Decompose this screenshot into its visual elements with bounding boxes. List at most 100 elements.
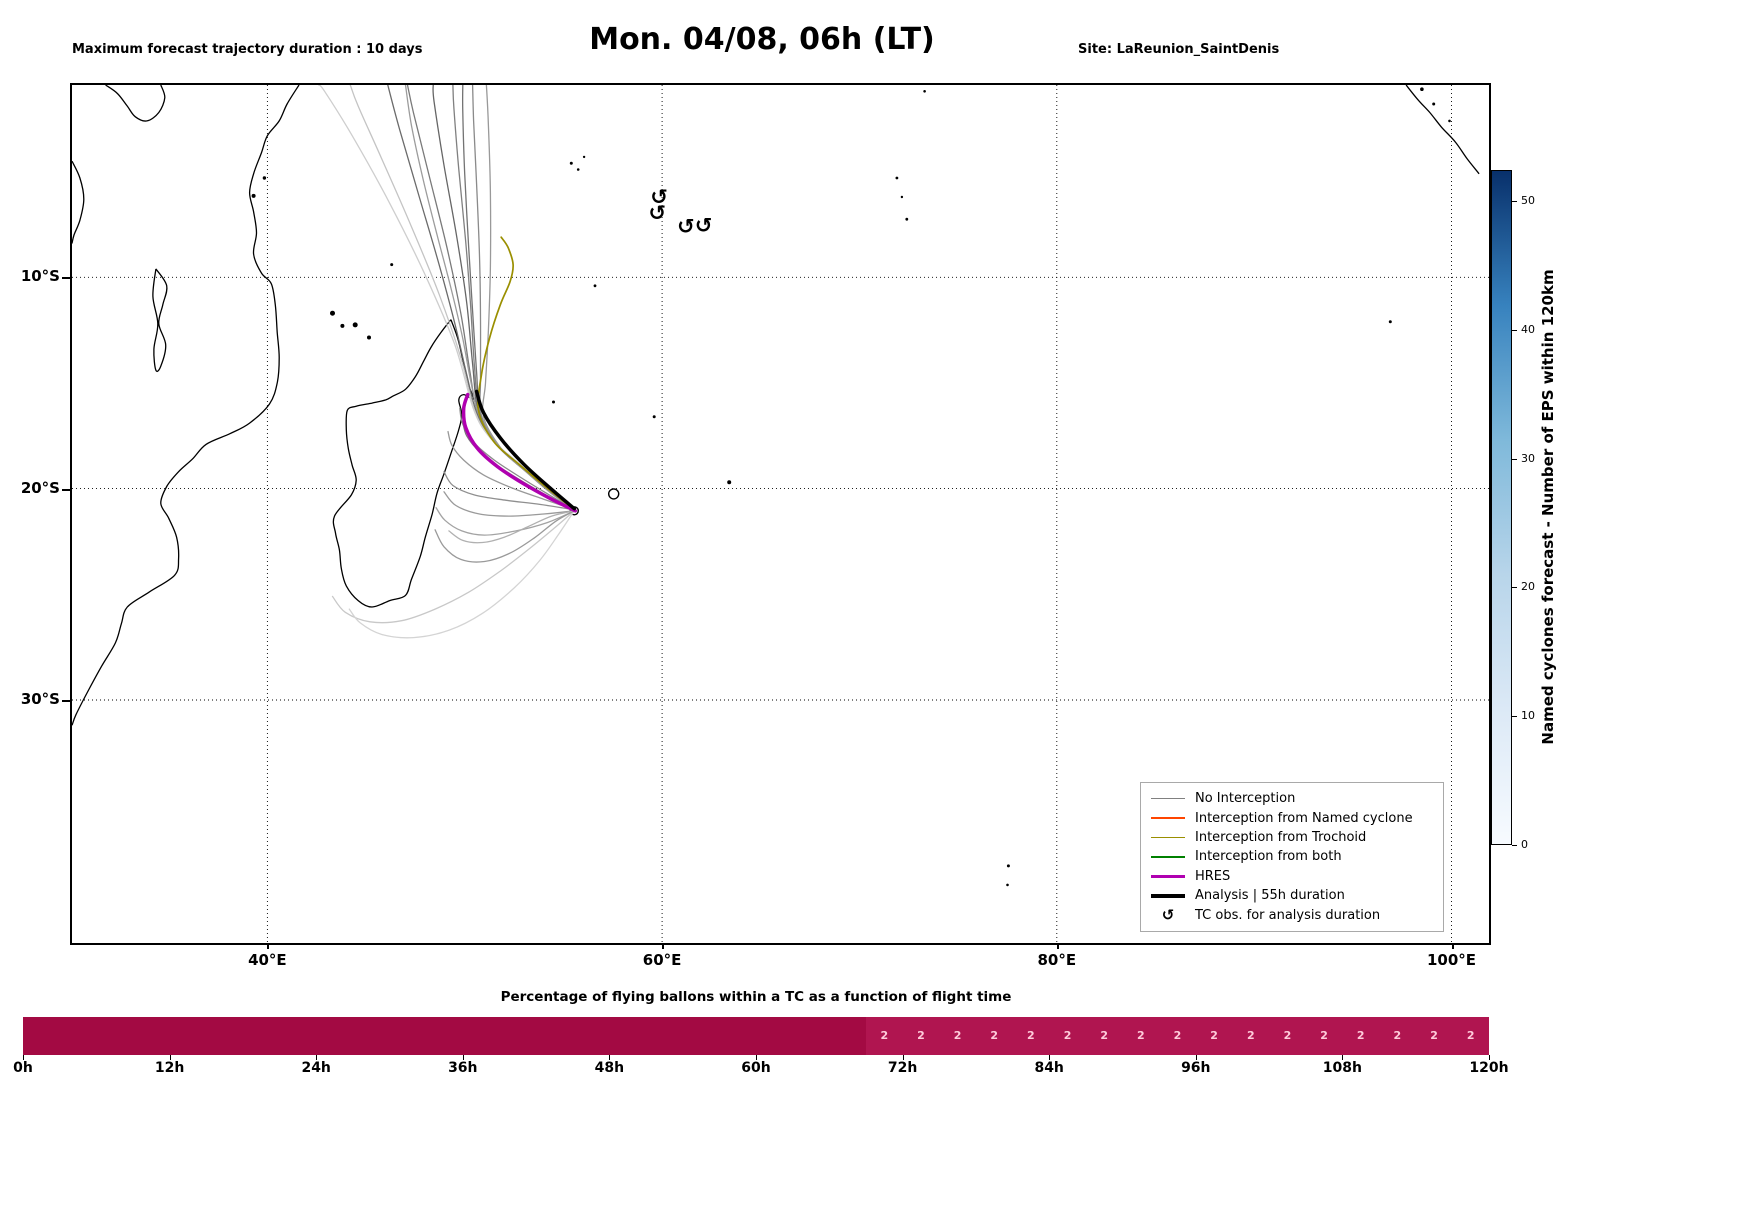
legend-line-swatch bbox=[1151, 797, 1185, 800]
colorbar-tick bbox=[1512, 587, 1517, 589]
legend-item: Interception from Named cyclone bbox=[1151, 809, 1433, 828]
tc-balloon-count-label: 2 bbox=[880, 1029, 889, 1042]
island-dot bbox=[1006, 864, 1010, 868]
tc-balloon-count-label: 2 bbox=[1466, 1029, 1475, 1042]
legend-line bbox=[1151, 894, 1185, 898]
island-dot bbox=[340, 323, 345, 328]
colorbar-tick-label: 30 bbox=[1521, 451, 1535, 465]
colorbar-label: Named cyclones forecast - Number of EPS … bbox=[1539, 269, 1557, 745]
island-dot bbox=[251, 193, 256, 198]
legend-label: Interception from both bbox=[1195, 849, 1342, 865]
legend-label: HRES bbox=[1195, 868, 1231, 884]
trajectory-eps-09 bbox=[318, 85, 575, 511]
coastline-africa-east-coast bbox=[72, 85, 300, 726]
x-axis-tick bbox=[1451, 943, 1454, 949]
time-axis-tick bbox=[902, 1055, 904, 1060]
island-dot bbox=[582, 155, 586, 159]
trajectory-trochoid-interception bbox=[477, 236, 576, 511]
trajectory-eps-08 bbox=[349, 85, 575, 511]
time-axis-tick bbox=[23, 1055, 24, 1060]
island-dot bbox=[552, 400, 555, 404]
time-axis-tick-label: 96h bbox=[1181, 1060, 1211, 1076]
island-dot bbox=[1388, 320, 1392, 324]
time-axis-tick-label: 36h bbox=[448, 1060, 478, 1076]
y-axis-tick bbox=[62, 488, 70, 491]
bottom-chart-title: Percentage of flying ballons within a TC… bbox=[500, 989, 1012, 1005]
max-duration-text: Maximum forecast trajectory duration : 1… bbox=[72, 42, 423, 57]
legend-line-swatch bbox=[1151, 856, 1185, 858]
y-axis-tick-label: 20°S bbox=[20, 478, 60, 497]
legend-label: No Interception bbox=[1195, 791, 1296, 807]
trajectory-eps-06 bbox=[471, 85, 575, 511]
tc-balloon-count-label: 2 bbox=[1136, 1029, 1145, 1042]
bar-segment bbox=[23, 1017, 866, 1055]
trajectory-eps-14 bbox=[435, 507, 575, 536]
island-dot bbox=[1448, 119, 1451, 123]
time-axis-tick-label: 108h bbox=[1322, 1060, 1362, 1076]
legend-line bbox=[1151, 874, 1185, 879]
legend-item: ↺ TC obs. for analysis duration bbox=[1151, 906, 1433, 925]
map-legend: No Interception Interception from Named c… bbox=[1140, 782, 1444, 932]
y-axis-tick-label: 10°S bbox=[20, 267, 60, 286]
time-axis-tick-label: 72h bbox=[887, 1060, 918, 1076]
island-dot bbox=[895, 176, 899, 180]
balloon-tc-bar: 2 2 2 2 2 2 2 2 2 2 2 2 2 2 2 2 2 bbox=[23, 1017, 1489, 1055]
legend-label: Interception from Named cyclone bbox=[1195, 810, 1413, 826]
island-outline bbox=[608, 488, 620, 500]
legend-line-swatch bbox=[1151, 836, 1185, 839]
coastline-lake-tanganyika bbox=[72, 160, 85, 244]
colorbar-tick bbox=[1512, 458, 1517, 460]
trajectory-eps-20 bbox=[481, 85, 575, 511]
tc-balloon-count-label: 2 bbox=[1320, 1029, 1328, 1042]
tc-balloon-count-label: 2 bbox=[1063, 1029, 1072, 1042]
time-axis-tick-label: 120h bbox=[1469, 1060, 1509, 1076]
legend-line-swatch bbox=[1151, 817, 1185, 819]
site-text: Site: LaReunion_SaintDenis bbox=[1078, 42, 1280, 57]
x-axis-tick-label: 60°E bbox=[642, 951, 682, 969]
legend-label: TC obs. for analysis duration bbox=[1195, 907, 1381, 923]
island-dot bbox=[569, 161, 573, 165]
time-axis-tick-label: 48h bbox=[594, 1060, 625, 1076]
tc-balloon-count-label: 2 bbox=[1210, 1029, 1218, 1042]
coastline-lake-malawi bbox=[152, 268, 168, 373]
tc-balloon-count-label: 2 bbox=[1246, 1029, 1255, 1042]
tc-obs-marker: ↺ bbox=[650, 185, 668, 209]
legend-label: Interception from Trochoid bbox=[1195, 830, 1367, 846]
x-axis-tick bbox=[267, 943, 270, 949]
time-axis-tick bbox=[1195, 1055, 1197, 1060]
legend-item: Interception from Trochoid bbox=[1151, 828, 1433, 847]
time-axis-tick-label: 84h bbox=[1034, 1060, 1064, 1076]
time-axis-tick bbox=[1489, 1055, 1490, 1060]
island-dot bbox=[593, 284, 597, 288]
tc-balloon-count-label: 2 bbox=[1393, 1029, 1402, 1042]
tc-obs-marker: ↺ bbox=[648, 201, 666, 225]
tc-balloon-count-label: 2 bbox=[917, 1029, 925, 1042]
trajectory-eps-05 bbox=[461, 85, 575, 511]
legend-item: HRES bbox=[1151, 867, 1433, 886]
legend-item: Analysis | 55h duration bbox=[1151, 886, 1433, 905]
colorbar-tick-label: 0 bbox=[1521, 838, 1528, 851]
legend-line bbox=[1151, 856, 1185, 858]
island-dot bbox=[905, 217, 909, 221]
time-axis-tick-label: 24h bbox=[301, 1060, 331, 1076]
x-axis-tick-label: 40°E bbox=[248, 951, 287, 969]
tc-balloon-count-label: 2 bbox=[990, 1029, 999, 1042]
island-dot bbox=[727, 480, 732, 485]
time-axis-tick-label: 12h bbox=[154, 1060, 185, 1076]
tc-balloon-count-label: 2 bbox=[953, 1029, 962, 1042]
tc-balloon-count-label: 2 bbox=[1173, 1029, 1182, 1042]
trajectory-eps-19 bbox=[448, 510, 575, 544]
trajectory-eps-12 bbox=[443, 471, 575, 511]
time-axis-tick bbox=[316, 1055, 318, 1060]
time-axis-tick-label: 0h bbox=[13, 1060, 33, 1076]
y-axis-tick bbox=[62, 699, 70, 702]
trajectory-analysis bbox=[474, 389, 577, 511]
trajectory-eps-13 bbox=[443, 491, 575, 517]
tc-obs-marker: ↺ bbox=[695, 214, 713, 238]
island-dot bbox=[923, 90, 926, 93]
colorbar-tick-label: 20 bbox=[1521, 580, 1535, 594]
coastline-lake-victoria bbox=[105, 85, 166, 122]
time-axis-tick bbox=[169, 1055, 171, 1060]
island-dot bbox=[390, 263, 394, 267]
